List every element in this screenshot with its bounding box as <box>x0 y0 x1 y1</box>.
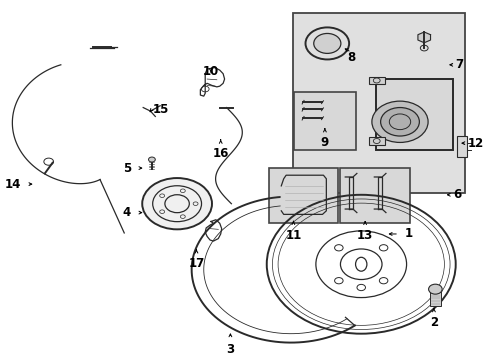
Text: 7: 7 <box>455 58 463 71</box>
Text: 14: 14 <box>5 177 21 190</box>
Polygon shape <box>417 32 429 43</box>
Text: 17: 17 <box>188 257 204 270</box>
Bar <box>294 91 356 150</box>
Circle shape <box>148 157 155 162</box>
Text: 10: 10 <box>203 65 219 78</box>
Circle shape <box>142 178 212 229</box>
Bar <box>428 292 440 306</box>
Text: 2: 2 <box>429 316 437 329</box>
Bar <box>368 77 385 84</box>
Circle shape <box>313 33 340 53</box>
Circle shape <box>371 101 427 143</box>
Text: 1: 1 <box>404 228 412 240</box>
Text: 8: 8 <box>346 51 355 64</box>
Bar <box>268 168 338 223</box>
Circle shape <box>305 27 348 59</box>
Bar <box>375 79 452 150</box>
Text: 5: 5 <box>122 162 131 175</box>
Circle shape <box>427 284 441 294</box>
Text: 6: 6 <box>452 188 461 201</box>
Bar <box>368 137 385 145</box>
Text: 16: 16 <box>212 147 228 160</box>
Circle shape <box>380 108 419 136</box>
Polygon shape <box>281 175 325 215</box>
Bar <box>293 13 465 193</box>
Bar <box>340 168 409 223</box>
Text: 4: 4 <box>122 206 131 219</box>
Text: 11: 11 <box>285 229 301 242</box>
Text: 9: 9 <box>320 136 328 149</box>
Bar <box>456 136 466 157</box>
Text: 15: 15 <box>153 103 169 116</box>
Text: 3: 3 <box>226 343 234 356</box>
Text: 13: 13 <box>356 229 372 242</box>
Text: 12: 12 <box>467 137 483 150</box>
